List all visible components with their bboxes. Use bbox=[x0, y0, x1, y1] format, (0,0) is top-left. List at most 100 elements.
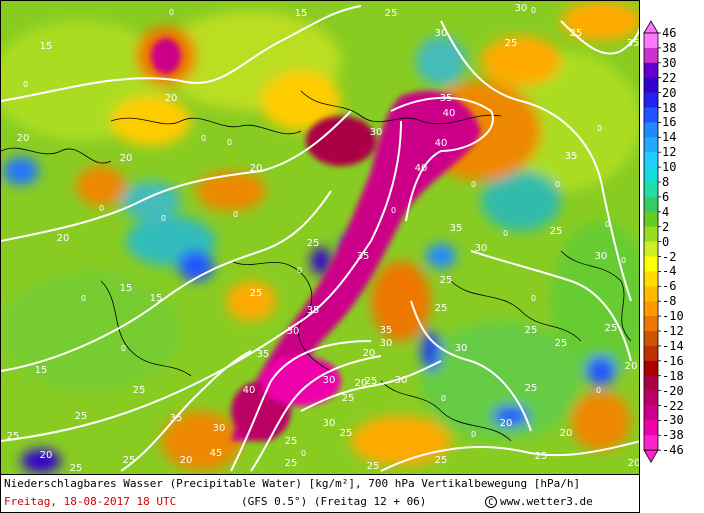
vv-small-labels: 0 0 0 0 0 0 0 0 0 0 0 0 0 0 0 0 0 0 0 0 … bbox=[23, 6, 626, 458]
colorbar-swatch bbox=[644, 316, 658, 332]
colorbar-tick-label: 20 bbox=[662, 85, 677, 100]
svg-text:0: 0 bbox=[531, 6, 536, 15]
colorbar-swatch bbox=[644, 226, 658, 242]
copyright-link[interactable]: www.wetter3.de bbox=[500, 495, 593, 508]
colorbar-tick-label: 8 bbox=[662, 175, 670, 189]
pw-contour-label: 30 bbox=[475, 243, 488, 254]
colorbar-legend: 46 38 30 22 20 18 16 14 12 10 8 6 4 2 0 -2 -4 -6 -8 -10 -12-… bbox=[640, 0, 704, 475]
colorbar-swatch bbox=[644, 390, 658, 406]
pw-contour-label: 40 bbox=[415, 163, 428, 174]
pw-contour-label: 30 bbox=[395, 375, 408, 386]
svg-text:0: 0 bbox=[471, 180, 476, 189]
svg-text:0: 0 bbox=[227, 138, 232, 147]
colorbar bbox=[643, 20, 661, 463]
colorbar-tick-label: 38 bbox=[662, 40, 677, 55]
svg-text:0: 0 bbox=[297, 266, 302, 275]
pw-contour-label: 20 bbox=[500, 418, 513, 429]
svg-text:0: 0 bbox=[169, 8, 174, 17]
model-info: (GFS 0.5°) (Freitag 12 + 06) bbox=[241, 495, 427, 508]
colorbar-tick-label: -18 bbox=[662, 368, 684, 383]
pw-contour-label: 20 bbox=[57, 233, 70, 244]
svg-text:0: 0 bbox=[605, 220, 610, 229]
map-footer: Niederschlagbares Wasser (Precipitable W… bbox=[0, 475, 640, 513]
pw-contour-label: 20 bbox=[165, 93, 178, 104]
pw-contour-label: 20 bbox=[180, 455, 193, 466]
pw-contour-label: 25 bbox=[440, 275, 453, 286]
colorbar-tick-label: -10 bbox=[662, 309, 684, 324]
pw-contour-label: 25 bbox=[123, 455, 136, 466]
pw-contour-label: 20 bbox=[560, 428, 573, 439]
pw-contour-label: 25 bbox=[367, 461, 380, 472]
pw-contour-label: 30 bbox=[213, 423, 226, 434]
pw-contour-label: 25 bbox=[555, 338, 568, 349]
pw-contour-label: 25 bbox=[435, 455, 448, 466]
svg-text:0: 0 bbox=[201, 134, 206, 143]
pw-contour-label: 35 bbox=[380, 325, 393, 336]
pw-contour-label: 25 bbox=[385, 8, 398, 19]
colorbar-swatch bbox=[644, 256, 658, 272]
pw-contour-label: 20 bbox=[363, 348, 376, 359]
colorbar-swatch bbox=[644, 360, 658, 376]
colorbar-bottom-arrow bbox=[643, 449, 659, 463]
pw-contour-label: 25 bbox=[525, 325, 538, 336]
pw-contour-label: 35 bbox=[257, 349, 270, 360]
pw-contour-label: 40 bbox=[435, 138, 448, 149]
colorbar-tick-label: -16 bbox=[662, 353, 684, 368]
copyright-icon: C bbox=[485, 496, 497, 508]
pw-contour-label: 25 bbox=[435, 303, 448, 314]
pw-contour-label: 35 bbox=[627, 38, 640, 49]
pw-contour-label: 40 bbox=[243, 385, 256, 396]
colorbar-swatch bbox=[644, 167, 658, 183]
colorbar-swatch bbox=[644, 122, 658, 138]
pw-contour-label: 25 bbox=[525, 383, 538, 394]
colorbar-tick-label: -8 bbox=[662, 294, 677, 309]
svg-text:0: 0 bbox=[621, 256, 626, 265]
svg-text:0: 0 bbox=[99, 204, 104, 213]
pw-contour-label: 25 bbox=[550, 226, 563, 237]
pw-contour-label: 25 bbox=[285, 458, 298, 469]
svg-text:0: 0 bbox=[233, 210, 238, 219]
colorbar-swatch bbox=[644, 137, 658, 153]
pw-contour-label: 35 bbox=[170, 413, 183, 424]
pw-contour-label: 30 bbox=[515, 3, 528, 14]
colorbar-tick-label: -46 bbox=[662, 443, 684, 458]
pw-contour-label: 30 bbox=[380, 338, 393, 349]
pw-contour-label: 25 bbox=[505, 38, 518, 49]
pw-contour-label: 15 bbox=[120, 283, 133, 294]
svg-text:0: 0 bbox=[471, 430, 476, 439]
colorbar-swatch bbox=[644, 375, 658, 391]
colorbar-tick-label: 14 bbox=[662, 130, 677, 145]
colorbar-swatch bbox=[644, 211, 658, 227]
colorbar-swatch bbox=[644, 152, 658, 168]
colorbar-tick-label: -12 bbox=[662, 324, 684, 338]
pw-contour-label: 15 bbox=[295, 8, 308, 19]
colorbar-tick-label: 6 bbox=[662, 189, 670, 204]
pw-contour-label: 35 bbox=[357, 251, 370, 262]
map-title: Niederschlagbares Wasser (Precipitable W… bbox=[4, 477, 581, 490]
colorbar-tick-label: 22 bbox=[662, 70, 677, 85]
svg-text:0: 0 bbox=[301, 449, 306, 458]
colorbar-swatch bbox=[644, 271, 658, 287]
pw-contour-label: 30 bbox=[287, 326, 300, 337]
svg-text:0: 0 bbox=[503, 229, 508, 238]
pw-contour-label: 25 bbox=[570, 28, 583, 39]
pw-contour-label: 25 bbox=[7, 431, 20, 442]
pw-contour-label: 30 bbox=[370, 127, 383, 138]
colorbar-tick-label: -20 bbox=[662, 383, 684, 398]
svg-text:0: 0 bbox=[441, 394, 446, 403]
colorbar-tick-label: 4 bbox=[662, 204, 670, 219]
colorbar-swatch bbox=[644, 77, 658, 93]
pw-contour-label: 15 bbox=[40, 41, 53, 52]
pw-contour-label: 30 bbox=[435, 28, 448, 39]
pw-contour-label: 25 bbox=[365, 376, 378, 387]
svg-text:0: 0 bbox=[81, 294, 86, 303]
colorbar-swatch bbox=[644, 345, 658, 362]
pw-contour-label: 20 bbox=[17, 133, 30, 144]
valid-time: Freitag, 18-08-2017 18 UTC bbox=[4, 495, 177, 508]
colorbar-tick-label: -38 bbox=[662, 428, 684, 443]
pw-contour-label: 20 bbox=[628, 458, 640, 469]
pw-contour-label: 15 bbox=[150, 293, 163, 304]
pw-contour-label: 35 bbox=[440, 93, 453, 104]
